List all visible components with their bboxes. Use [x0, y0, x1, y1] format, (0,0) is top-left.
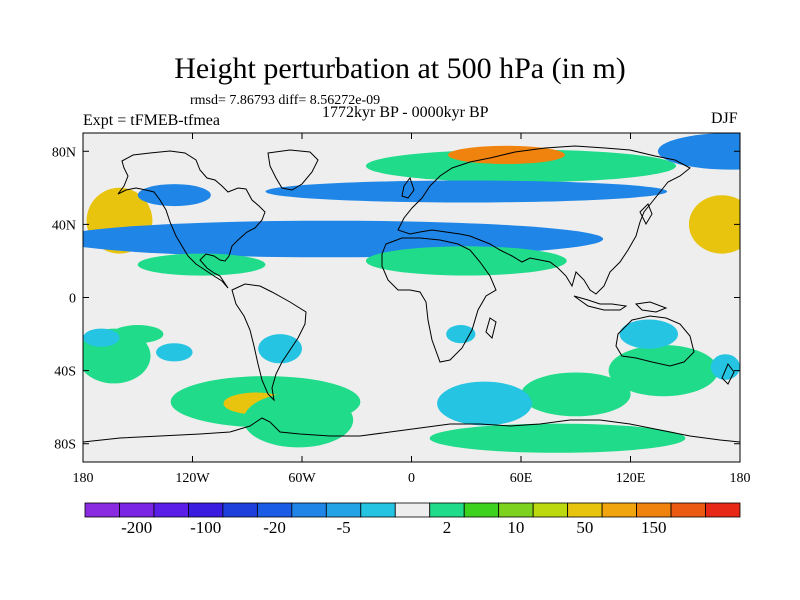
- colorbar-swatch: [119, 502, 155, 518]
- contour-region-6: [137, 184, 211, 207]
- coast-eurasia: [397, 145, 691, 295]
- colorbar-swatch: [601, 502, 637, 518]
- coast-greenland: [267, 149, 319, 191]
- map-axes: 180 120W 60W 0 60E 120E 180 80N 40N 0 40S 80S: [52, 133, 751, 486]
- chart-title: Height perturbation at 500 hPa (in m): [174, 52, 626, 85]
- season-label: DJF: [711, 110, 738, 127]
- colorbar: -200 -100 -20 -5 2 10 50 150: [84, 502, 741, 537]
- contour-region-1: [448, 145, 565, 164]
- x-tick-label: 120E: [616, 471, 646, 486]
- contour-region-3: [688, 195, 740, 254]
- contour-region-20: [258, 334, 302, 364]
- colorbar-swatch: [222, 502, 258, 518]
- time-period-label: 1772kyr BP - 0000kyr BP: [322, 104, 489, 121]
- contour-region-19: [156, 343, 193, 362]
- experiment-label: Expt = tFMEB-tfmea: [83, 112, 221, 129]
- colorbar-swatch: [705, 502, 741, 518]
- x-tick-label: 60W: [288, 471, 316, 486]
- contour-region-8: [365, 246, 567, 276]
- colorbar-swatch: [429, 502, 465, 518]
- colorbar-swatch: [498, 502, 534, 518]
- colorbar-swatch: [153, 502, 189, 518]
- contour-region-23: [619, 319, 678, 349]
- colorbar-swatch: [188, 502, 224, 518]
- coast-antarctica: [83, 417, 740, 443]
- coastlines: [83, 145, 740, 443]
- coast-japan: [639, 203, 653, 226]
- y-tick-label: 0: [69, 292, 76, 307]
- rmsd-diff-stats: rmsd= 7.86793 diff= 8.56272e-09: [190, 93, 381, 108]
- contour-region-18: [83, 328, 120, 347]
- colorbar-tick-label: -200: [121, 518, 152, 537]
- coast-indonesia: [573, 295, 628, 311]
- colorbar-tick-label: 10: [507, 518, 524, 537]
- coast-madagascar: [485, 317, 497, 339]
- coast-south-america: [231, 283, 307, 402]
- y-tick-label: 40N: [52, 218, 76, 233]
- colorbar-tick-label: 50: [576, 518, 593, 537]
- coast-africa: [381, 237, 497, 363]
- y-tick-label: 40S: [54, 365, 76, 380]
- x-tick-label: 180: [73, 471, 94, 486]
- coast-australia: [615, 315, 695, 367]
- colorbar-tick-label: 150: [641, 518, 667, 537]
- coast-new-guinea: [634, 301, 668, 313]
- colorbar-swatch: [636, 502, 672, 518]
- plot-area: [82, 132, 741, 463]
- contour-region-17: [608, 345, 719, 397]
- colorbar-swatch: [394, 502, 431, 518]
- contour-region-9: [137, 253, 266, 276]
- coast-new-zealand: [721, 363, 735, 385]
- x-tick-label: 180: [730, 471, 751, 486]
- contour-region-21: [446, 325, 476, 344]
- contour-region-7: [657, 133, 740, 170]
- colorbar-tick-label: 2: [443, 518, 452, 537]
- colorbar-swatch: [532, 502, 569, 518]
- colorbar-swatch: [325, 502, 362, 518]
- contour-region-22: [437, 381, 532, 426]
- contour-region-5: [265, 180, 668, 203]
- colorbar-swatch: [463, 502, 500, 518]
- colorbar-swatch: [360, 502, 396, 518]
- colorbar-swatch: [291, 502, 327, 518]
- x-tick-label: 60E: [510, 471, 533, 486]
- colorbar-swatch: [84, 502, 120, 518]
- colorbar-swatch: [670, 502, 706, 518]
- x-tick-label: 0: [408, 471, 415, 486]
- contour-region-15: [521, 372, 631, 417]
- coast-britain: [401, 176, 415, 199]
- contour-region-14: [243, 392, 354, 448]
- y-tick-label: 80S: [54, 438, 76, 453]
- x-tick-label: 120W: [175, 471, 210, 486]
- contour-region-16: [429, 423, 686, 453]
- colorbar-tick-label: -100: [190, 518, 221, 537]
- y-tick-label: 80N: [52, 145, 76, 160]
- coast-north-america: [117, 150, 266, 289]
- colorbar-swatch: [256, 502, 293, 518]
- colorbar-tick-label: -20: [263, 518, 286, 537]
- contour-region-24: [710, 354, 740, 380]
- colorbar-tick-label: -5: [337, 518, 351, 537]
- colorbar-swatch: [567, 502, 603, 518]
